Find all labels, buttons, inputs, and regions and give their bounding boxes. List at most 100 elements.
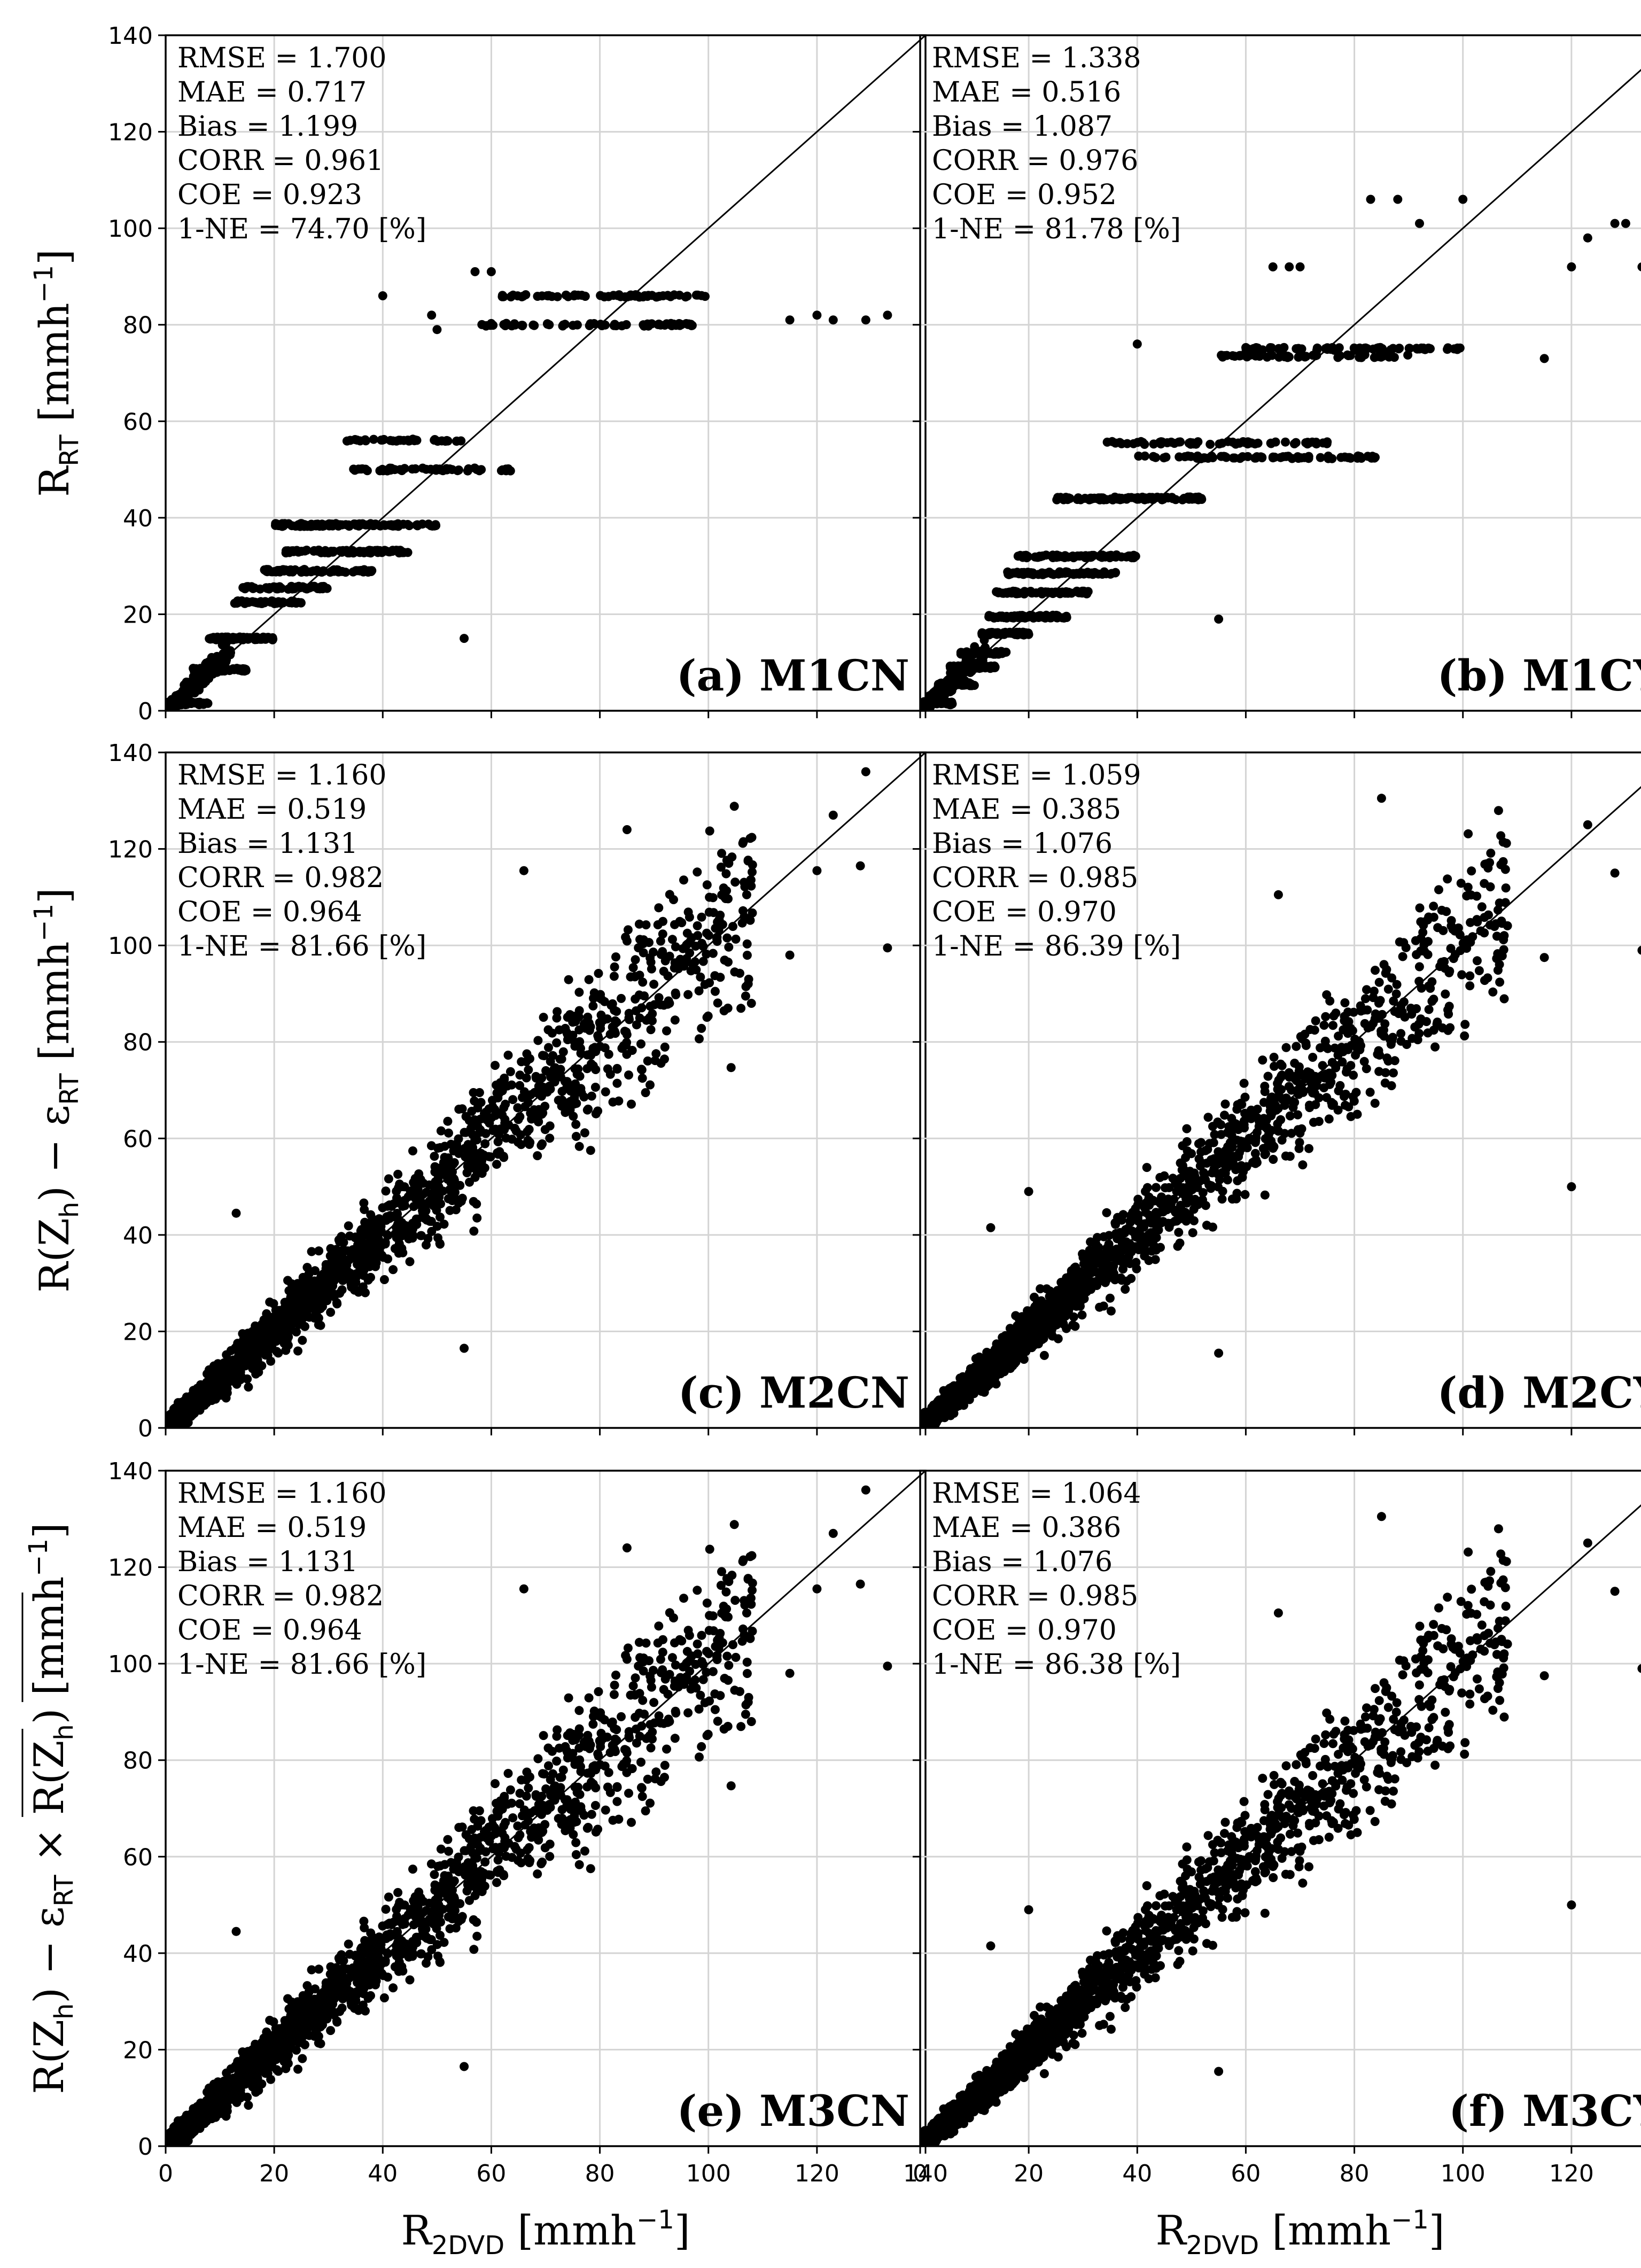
data-point [497, 1085, 507, 1095]
data-point [387, 547, 397, 556]
data-point [640, 991, 649, 1001]
data-point [432, 1206, 441, 1215]
data-point [997, 647, 1006, 656]
data-point [1273, 1119, 1282, 1129]
data-point [1090, 568, 1100, 577]
data-point [470, 1096, 479, 1106]
y-tick-label: 80 [123, 1029, 153, 1057]
data-point [515, 1070, 525, 1080]
data-point [530, 321, 539, 330]
data-point [384, 1174, 393, 1184]
data-point [460, 1128, 469, 1137]
data-point [1239, 438, 1249, 447]
data-point [1374, 977, 1384, 987]
data-point [1041, 550, 1051, 560]
data-point [430, 1152, 439, 1161]
data-point [627, 1046, 637, 1055]
data-point [715, 911, 725, 920]
data-point [1388, 344, 1398, 353]
data-point [1434, 885, 1443, 895]
data-point [253, 1365, 263, 1374]
data-point [302, 584, 312, 594]
data-point [1330, 1043, 1340, 1053]
data-point [423, 1234, 433, 1243]
data-point [1228, 351, 1238, 361]
plot-frame [165, 751, 927, 1429]
data-point [559, 1099, 569, 1109]
data-point [225, 635, 235, 644]
data-point [1055, 568, 1065, 577]
stat-line: CORR = 0.961 [177, 145, 384, 177]
data-point [625, 1015, 634, 1024]
data-point [265, 1320, 274, 1330]
data-point [745, 834, 755, 843]
data-point [356, 519, 366, 529]
data-point [553, 292, 562, 301]
data-point [603, 1064, 612, 1074]
data-point [1148, 452, 1158, 461]
data-point [828, 315, 838, 325]
data-point [492, 1160, 501, 1169]
data-point [363, 567, 373, 577]
data-point [1268, 452, 1278, 462]
data-point [556, 1072, 565, 1082]
data-point [259, 633, 269, 642]
data-point [612, 1063, 622, 1073]
data-point [738, 837, 748, 846]
stat-line: 1-NE = 74.70 [%] [177, 213, 426, 245]
data-point [183, 1400, 192, 1409]
data-point [241, 665, 251, 674]
data-point [698, 942, 708, 951]
data-point [1131, 552, 1140, 561]
data-point [440, 1141, 449, 1151]
data-point [1148, 495, 1158, 504]
data-point [199, 700, 208, 709]
data-point [438, 465, 447, 475]
data-point [1126, 493, 1136, 502]
data-point [1287, 454, 1297, 463]
data-point [316, 1321, 325, 1330]
data-point [417, 519, 427, 529]
data-point [352, 566, 361, 576]
data-point [1414, 976, 1424, 986]
data-point [539, 1013, 548, 1022]
data-point [328, 547, 338, 557]
data-point [325, 568, 335, 577]
data-point [1443, 343, 1453, 353]
data-point [656, 936, 665, 946]
data-point [361, 464, 370, 474]
data-point [378, 291, 387, 300]
data-point [1371, 453, 1380, 462]
data-point [565, 1105, 575, 1115]
data-point [175, 1410, 184, 1420]
data-point [335, 546, 345, 556]
data-point [213, 632, 222, 642]
data-point [480, 1109, 489, 1118]
data-point [1293, 1110, 1302, 1120]
data-point [591, 1047, 601, 1057]
data-point [812, 866, 822, 875]
stat-line: MAE = 0.519 [177, 794, 367, 826]
data-point [335, 1288, 345, 1298]
data-point [1022, 553, 1031, 563]
data-point [721, 869, 731, 879]
stat-line: RMSE = 1.338 [932, 42, 1141, 74]
data-point [238, 1329, 247, 1339]
data-point [390, 1244, 400, 1253]
data-point [326, 1244, 336, 1253]
data-point [460, 634, 469, 643]
data-point [1206, 439, 1215, 449]
data-point [1045, 613, 1055, 623]
data-point [671, 942, 680, 952]
data-point [256, 599, 266, 608]
data-point [624, 1070, 633, 1080]
data-point [499, 1103, 509, 1113]
data-point [961, 657, 971, 667]
stats-block: RMSE = 1.338 MAE = 0.516 Bias = 1.087 CORR … [932, 42, 1181, 245]
data-point [683, 907, 693, 917]
stat-line: COE = 0.952 [932, 179, 1117, 211]
data-point [524, 1124, 534, 1134]
data-point [611, 1029, 620, 1038]
data-point [333, 565, 343, 574]
data-point [979, 635, 989, 645]
